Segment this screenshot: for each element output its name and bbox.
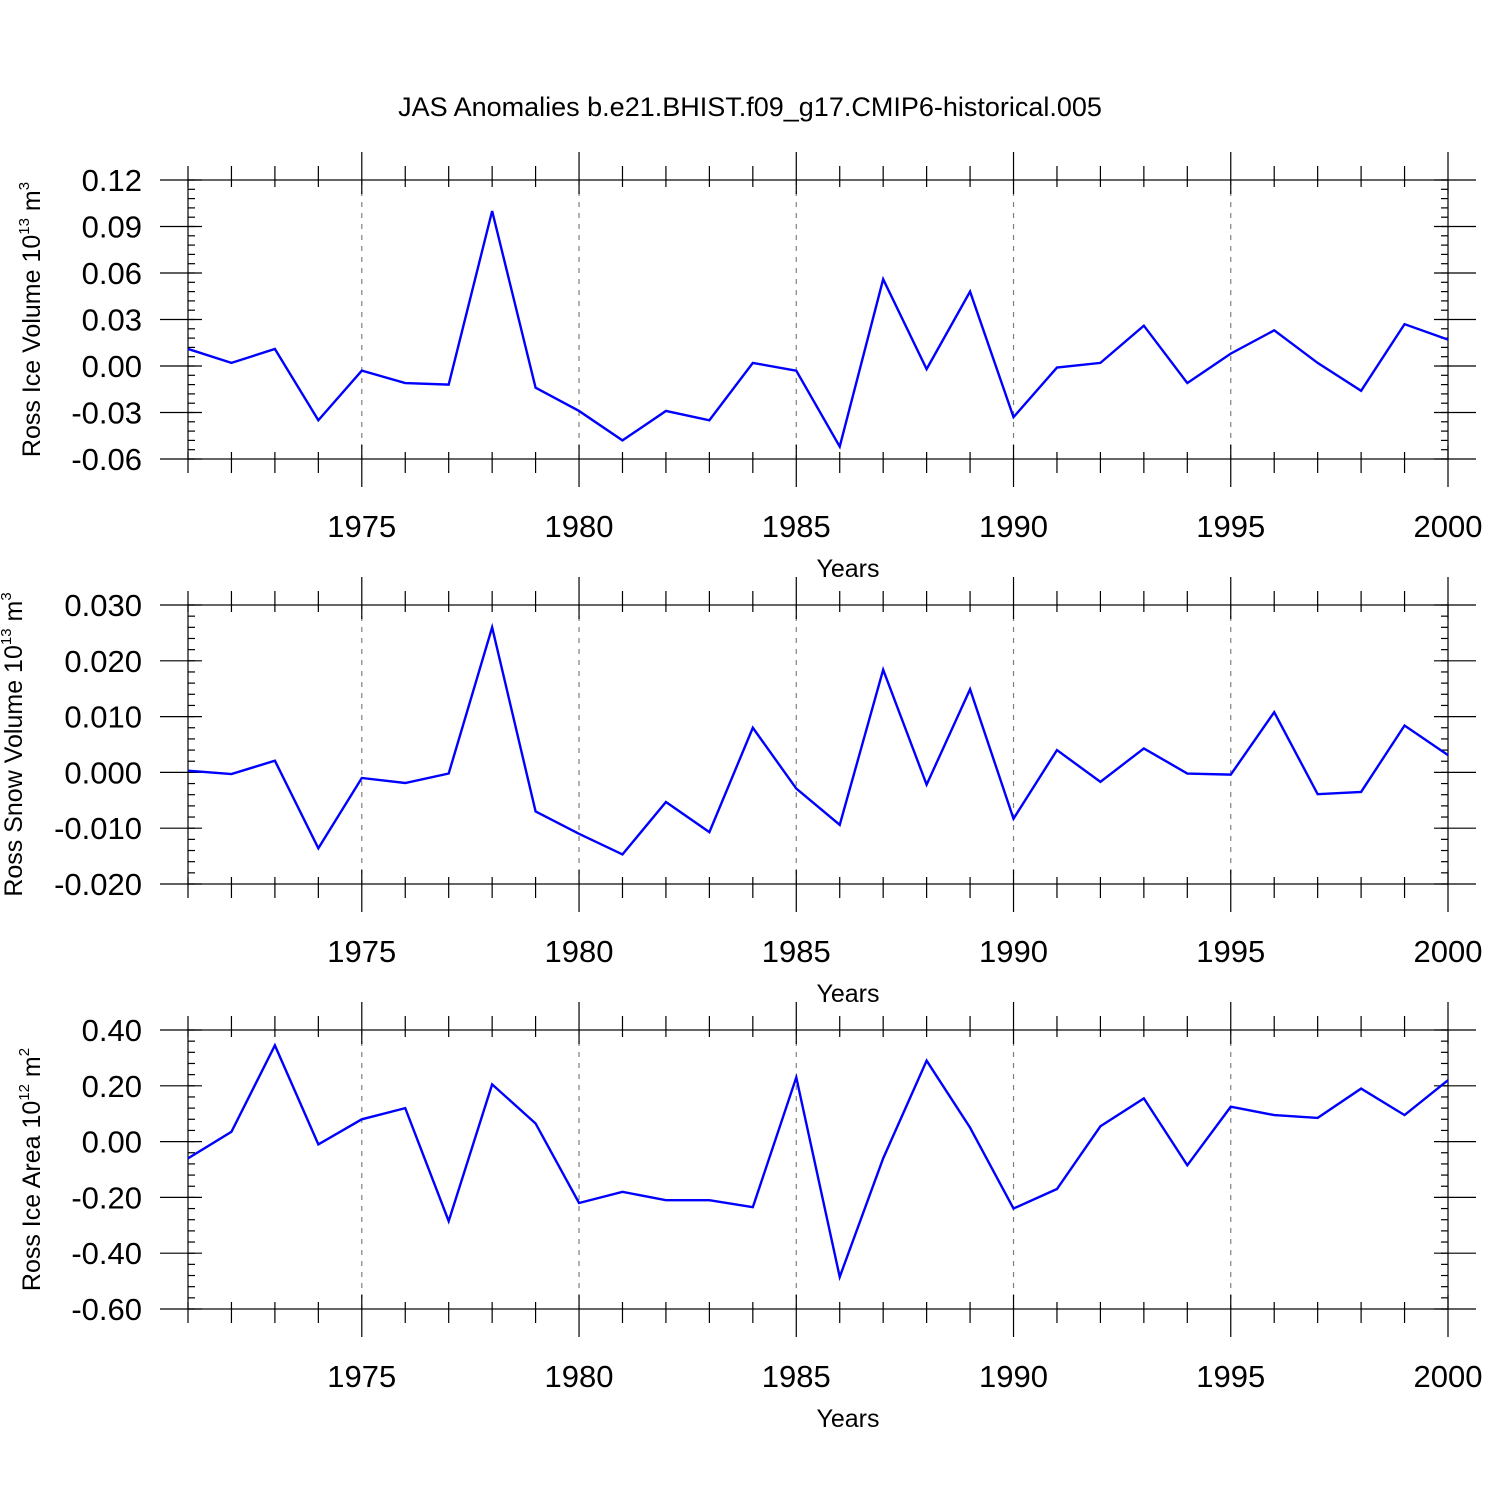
x-tick-label: 1990	[979, 934, 1048, 969]
y-tick-label: 0.06	[82, 256, 142, 291]
x-tick-label: 2000	[1414, 509, 1483, 544]
y-tick-label: 0.20	[82, 1069, 142, 1104]
chart-panel-3: -0.60 -0.40 -0.20 0.00 0.20 0.40 1975 1980 1985 1…	[16, 1002, 1482, 1433]
x-axis-title: Years	[816, 555, 879, 583]
y-tick-label: 0.12	[82, 163, 142, 198]
y-tick-label: -0.06	[71, 442, 142, 477]
x-tick-label: 1990	[979, 1359, 1048, 1394]
plot-frame	[187, 179, 1449, 460]
x-tick-label: 1995	[1196, 934, 1265, 969]
x-tick-label: 1975	[327, 1359, 396, 1394]
x-tick-label: 1980	[545, 509, 614, 544]
x-tick-label: 1985	[762, 1359, 831, 1394]
y-tick-label: -0.03	[71, 396, 142, 431]
figure-title: JAS Anomalies b.e21.BHIST.f09_g17.CMIP6-…	[398, 92, 1102, 122]
x-tick-label: 1975	[327, 509, 396, 544]
x-tick-label: 1980	[545, 1359, 614, 1394]
y-tick-label: 0.010	[64, 700, 142, 735]
plot-frame	[187, 1029, 1449, 1310]
series-line	[187, 622, 1449, 856]
y-tick-label: 0.09	[82, 210, 142, 245]
y-tick-label: -0.20	[71, 1180, 142, 1215]
x-tick-label: 1990	[979, 509, 1048, 544]
y-tick-label: -0.020	[54, 867, 142, 902]
x-tick-label: 2000	[1414, 1359, 1483, 1394]
y-tick-label: 0.03	[82, 303, 142, 338]
y-axis-title: Ross Snow Volume 1013 m3	[0, 592, 28, 896]
series-line	[187, 1042, 1449, 1282]
x-tick-label: 1995	[1196, 1359, 1265, 1394]
x-axis-title: Years	[816, 980, 879, 1008]
y-axis-title: Ross Ice Area 1012 m2	[16, 1048, 46, 1291]
x-tick-label: 1985	[762, 509, 831, 544]
y-axis-title: Ross Ice Volume 1013 m3	[16, 182, 46, 457]
chart-panel-1: -0.06 -0.03 0.00 0.03 0.06 0.09 0.12 1975 1980 19…	[16, 152, 1482, 583]
y-tick-label: 0.00	[82, 349, 142, 384]
y-tick-label: -0.010	[54, 811, 142, 846]
x-tick-label: 1975	[327, 934, 396, 969]
x-tick-label: 1995	[1196, 509, 1265, 544]
x-tick-label: 2000	[1414, 934, 1483, 969]
y-tick-label: -0.40	[71, 1236, 142, 1271]
panels: -0.06 -0.03 0.00 0.03 0.06 0.09 0.12 1975 1980 19…	[0, 152, 1482, 1433]
y-tick-label: 0.020	[64, 644, 142, 679]
x-tick-label: 1985	[762, 934, 831, 969]
y-tick-label: 0.00	[82, 1125, 142, 1160]
x-tick-label: 1980	[545, 934, 614, 969]
y-tick-label: 0.40	[82, 1013, 142, 1048]
series-line	[187, 210, 1449, 450]
y-tick-label: 0.000	[64, 755, 142, 790]
y-tick-label: 0.030	[64, 588, 142, 623]
chart-panel-2: -0.020 -0.010 0.000 0.010 0.020 0.030 1975 1980…	[0, 577, 1482, 1008]
x-axis-title: Years	[816, 1405, 879, 1433]
plot-frame	[187, 604, 1449, 885]
y-tick-label: -0.60	[71, 1292, 142, 1327]
